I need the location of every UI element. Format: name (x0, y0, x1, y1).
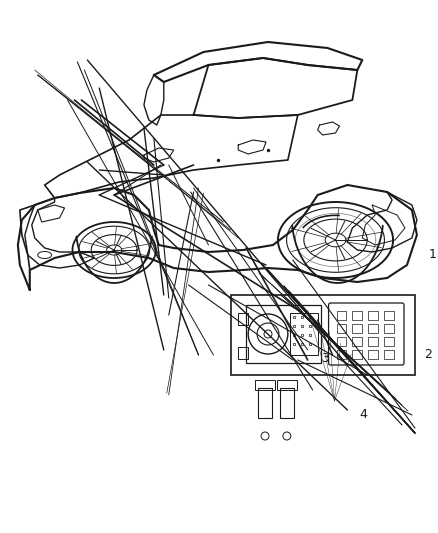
Bar (384, 350, 394, 359)
Bar (336, 324, 346, 333)
Bar (336, 311, 346, 320)
Bar (353, 350, 362, 359)
Bar (384, 337, 394, 346)
Bar (368, 311, 378, 320)
Bar (280, 388, 294, 418)
Bar (368, 337, 378, 346)
Bar (353, 337, 362, 346)
Bar (353, 324, 362, 333)
Bar (336, 350, 346, 359)
Bar (353, 311, 362, 320)
Bar (290, 313, 318, 355)
Text: 1: 1 (429, 248, 437, 262)
Text: 2: 2 (424, 349, 432, 361)
Bar (277, 380, 297, 390)
Bar (368, 350, 378, 359)
Bar (258, 388, 272, 418)
Bar (368, 324, 378, 333)
Bar (336, 337, 346, 346)
Bar (238, 313, 248, 325)
Bar (255, 380, 275, 390)
Bar (238, 347, 248, 359)
Bar (246, 305, 321, 363)
Bar (384, 311, 394, 320)
Text: 3: 3 (321, 351, 328, 365)
Text: 4: 4 (359, 408, 367, 422)
Bar (384, 324, 394, 333)
Bar (231, 295, 415, 375)
